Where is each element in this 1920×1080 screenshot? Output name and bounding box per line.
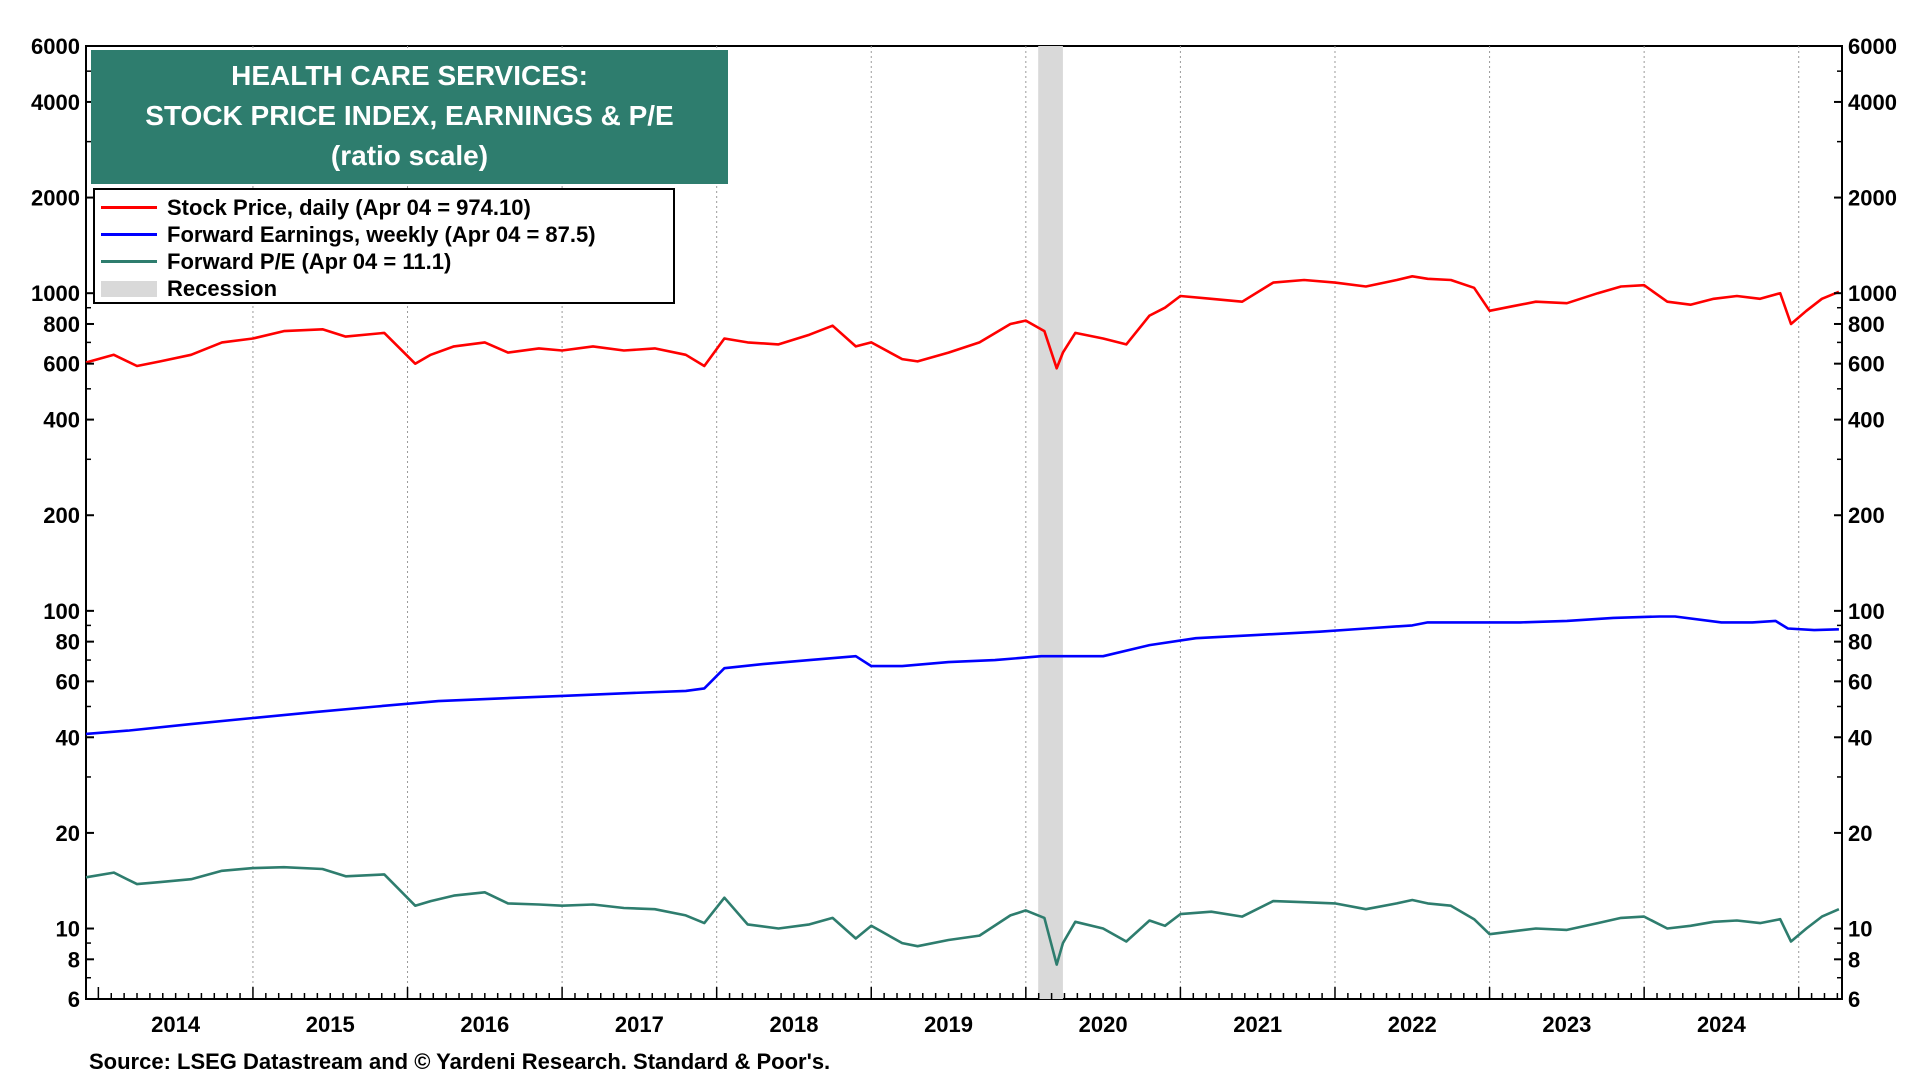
legend-item-forward-earnings: Forward Earnings, weekly (Apr 04 = 87.5) (101, 221, 673, 248)
y-tick-label-right: 10 (1848, 917, 1872, 942)
stock-price-line (85, 274, 1840, 370)
x-tick-label: 2017 (615, 1012, 664, 1037)
source-note: Source: LSEG Datastream and © Yardeni Re… (89, 1049, 831, 1074)
legend-item-stock-price: Stock Price, daily (Apr 04 = 974.10) (101, 194, 673, 221)
y-tick-label-left: 600 (43, 352, 80, 377)
forward-pe-line (85, 865, 1840, 966)
y-axis-ticks: 6000 6000 4000 4000 2000 2000 1000 1000 800 800 60… (31, 34, 1897, 1012)
y-tick-label-right: 6 (1848, 987, 1860, 1012)
plot-frame (85, 45, 1843, 1000)
x-axis-ticks: 2014 2015 2016 2017 2018 2019 2020 2021 2022 2023… (97, 987, 1839, 1037)
y-tick-label-left: 60 (56, 669, 80, 694)
y-tick-label-right: 200 (1848, 503, 1885, 528)
y-tick-label-left: 800 (43, 312, 80, 337)
x-tick-label: 2020 (1079, 1012, 1128, 1037)
x-tick-label: 2019 (924, 1012, 973, 1037)
legend-item-forward-pe: Forward P/E (Apr 04 = 11.1) (101, 248, 673, 275)
legend-label-stock-price: Stock Price, daily (Apr 04 = 974.10) (167, 194, 531, 220)
y-tick-label-left: 1000 (31, 281, 80, 306)
legend-item-recession: Recession (101, 275, 673, 302)
y-tick-label-right: 40 (1848, 725, 1872, 750)
y-tick-label-left: 400 (43, 408, 80, 433)
y-tick-label-left: 100 (43, 599, 80, 624)
y-tick-label-right: 800 (1848, 312, 1885, 337)
chart-title: HEALTH CARE SERVICES: STOCK PRICE INDEX,… (91, 50, 728, 184)
y-tick-label-right: 4000 (1848, 90, 1897, 115)
chart-title-line-3: (ratio scale) (330, 140, 489, 171)
legend-swatch-forward-earnings (101, 233, 157, 236)
legend-label-forward-earnings: Forward Earnings, weekly (Apr 04 = 87.5) (167, 221, 596, 247)
y-tick-label-right: 80 (1848, 630, 1872, 655)
y-tick-label-left: 8 (68, 947, 80, 972)
y-tick-label-left: 6 (68, 987, 80, 1012)
y-tick-label-left: 40 (56, 725, 80, 750)
y-tick-label-right: 2000 (1848, 186, 1897, 211)
y-tick-label-right: 600 (1848, 352, 1885, 377)
x-tick-label: 2023 (1542, 1012, 1591, 1037)
y-tick-label-left: 80 (56, 630, 80, 655)
x-tick-label: 2014 (151, 1012, 201, 1037)
y-tick-label-left: 6000 (31, 34, 80, 59)
y-tick-label-right: 1000 (1848, 281, 1897, 306)
forward-earnings-line (85, 615, 1839, 736)
y-tick-label-right: 6000 (1848, 34, 1897, 59)
legend: Stock Price, daily (Apr 04 = 974.10) For… (93, 188, 675, 304)
y-tick-label-left: 10 (56, 917, 80, 942)
x-tick-label: 2015 (306, 1012, 355, 1037)
year-gridlines (252, 46, 1800, 999)
chart-title-line-2: STOCK PRICE INDEX, EARNINGS & P/E (145, 100, 674, 131)
series-layer (85, 274, 1840, 966)
x-tick-label: 2016 (460, 1012, 509, 1037)
y-tick-label-left: 200 (43, 503, 80, 528)
legend-swatch-forward-pe (101, 260, 157, 263)
x-tick-label: 2018 (769, 1012, 818, 1037)
chart-title-line-1: HEALTH CARE SERVICES: (231, 60, 588, 91)
y-tick-label-right: 60 (1848, 669, 1872, 694)
y-tick-label-right: 400 (1848, 408, 1885, 433)
legend-label-recession: Recession (167, 275, 278, 301)
x-tick-label: 2024 (1697, 1012, 1747, 1037)
y-tick-label-right: 20 (1848, 821, 1872, 846)
recession-band (1038, 46, 1063, 999)
y-tick-label-left: 4000 (31, 90, 80, 115)
y-tick-label-right: 8 (1848, 947, 1860, 972)
x-tick-label: 2021 (1233, 1012, 1282, 1037)
legend-swatch-stock-price (101, 206, 157, 209)
y-tick-label-left: 20 (56, 821, 80, 846)
legend-swatch-recession (101, 280, 157, 297)
legend-label-forward-pe: Forward P/E (Apr 04 = 11.1) (167, 248, 452, 274)
x-tick-label: 2022 (1388, 1012, 1437, 1037)
y-tick-label-right: 100 (1848, 599, 1885, 624)
y-tick-label-left: 2000 (31, 186, 80, 211)
